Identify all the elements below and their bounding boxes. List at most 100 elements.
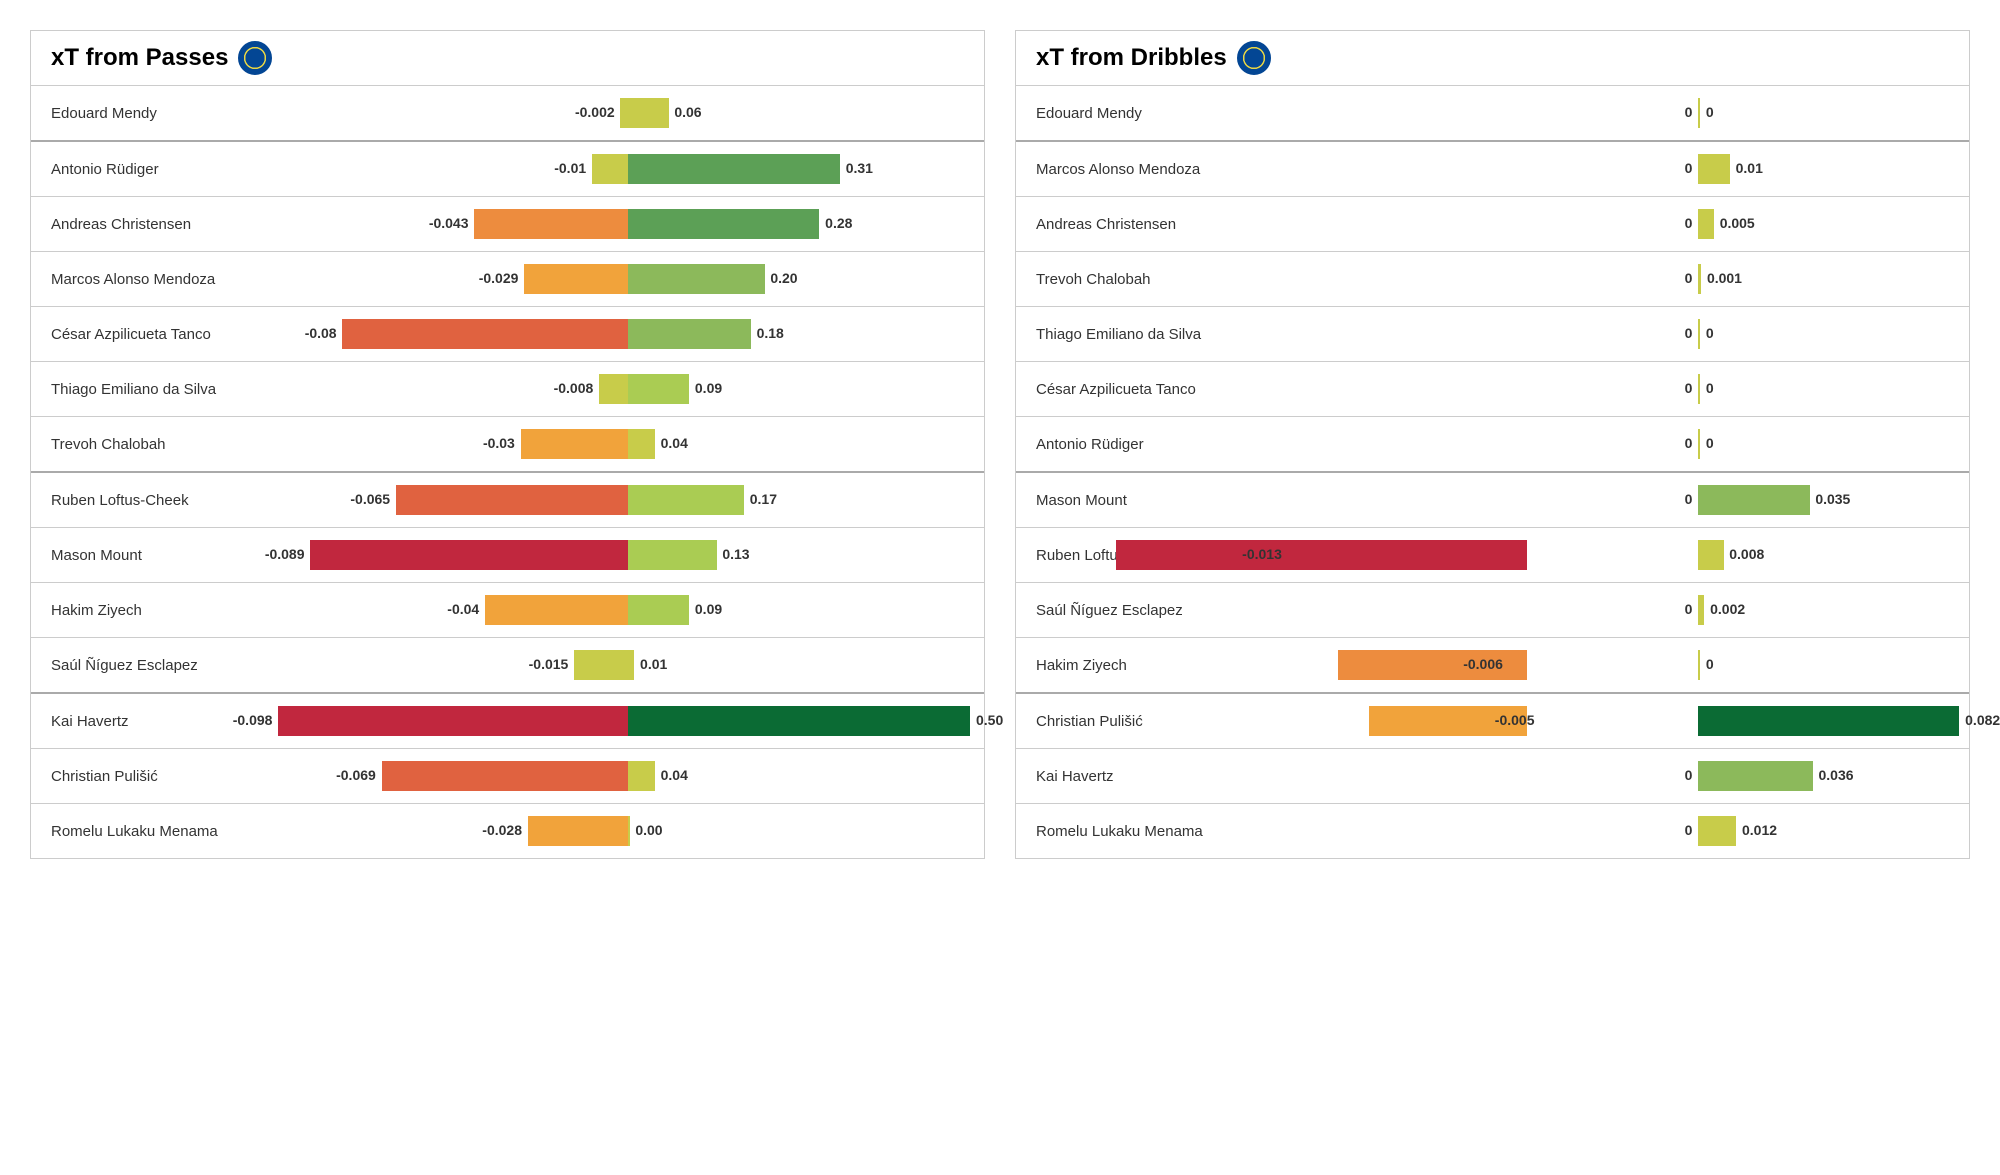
bar-negative (599, 374, 628, 404)
bar-area: -0.040.09 (271, 583, 984, 637)
value-negative: 0 (1685, 270, 1693, 286)
value-negative: 0 (1685, 104, 1693, 120)
player-row: Edouard Mendy00 (1016, 86, 1969, 142)
player-row: Trevoh Chalobah -0.03 0.04 (31, 417, 984, 473)
bar-negative (342, 319, 627, 349)
bar-area: -0.029 0.20 (271, 252, 984, 306)
bar-positive (628, 154, 841, 184)
value-positive: 0.04 (661, 435, 688, 451)
bar-area: -0.080.18 (271, 307, 984, 361)
player-row: Thiago Emiliano da Silva00 (1016, 307, 1969, 362)
player-row: Romelu Lukaku Menama00.012 (1016, 804, 1969, 858)
bar-positive (628, 761, 655, 791)
bar-area: -0.0080.09 (271, 362, 984, 416)
player-name: Saúl Ñíguez Esclapez (31, 657, 271, 674)
bar-negative (310, 540, 627, 570)
value-positive: 0.31 (846, 160, 873, 176)
value-positive: 0.001 (1707, 270, 1742, 286)
value-positive: 0.012 (1742, 822, 1777, 838)
bar-negative (521, 429, 628, 459)
value-negative: 0 (1685, 325, 1693, 341)
value-negative: -0.01 (554, 160, 586, 176)
bar-positive (628, 595, 690, 625)
player-row: Hakim Ziyech-0.0060 (1016, 638, 1969, 694)
bar-negative (396, 485, 628, 515)
player-name: Mason Mount (1016, 492, 1256, 509)
value-positive: 0.00 (635, 822, 662, 838)
player-name: Antonio Rüdiger (31, 161, 271, 178)
player-name: Christian Pulišić (1016, 713, 1256, 730)
bar-negative (1116, 540, 1526, 570)
value-positive: 0.008 (1729, 546, 1764, 562)
bar-positive (1698, 429, 1700, 459)
value-positive: 0.005 (1720, 215, 1755, 231)
chart-panel-0: xT from Passes Edouard Mendy-0.0020.06 Ant… (30, 30, 985, 859)
bar-positive (628, 485, 745, 515)
value-negative: 0 (1685, 160, 1693, 176)
value-negative: -0.006 (1463, 656, 1503, 672)
player-name: Trevoh Chalobah (31, 436, 271, 453)
player-name: Andreas Christensen (31, 216, 271, 233)
team-logo-icon (238, 41, 272, 75)
value-negative: -0.029 (479, 270, 519, 286)
panel-title: xT from Dribbles (1036, 44, 1227, 72)
bar-area: 00 (1256, 417, 1969, 471)
player-row: Antonio Rüdiger00 (1016, 417, 1969, 473)
player-name: Mason Mount (31, 547, 271, 564)
player-name: Andreas Christensen (1016, 216, 1256, 233)
bar-area: -0.0020.06 (271, 86, 984, 140)
player-name: Edouard Mendy (31, 105, 271, 122)
bar-positive (1698, 706, 1959, 736)
value-negative: -0.03 (483, 435, 515, 451)
value-negative: -0.028 (482, 822, 522, 838)
value-negative: -0.065 (350, 491, 390, 507)
value-negative: -0.08 (305, 325, 337, 341)
value-positive: 0.20 (770, 270, 797, 286)
bar-negative (278, 706, 627, 736)
bar-negative (528, 816, 628, 846)
player-name: Kai Havertz (1016, 768, 1256, 785)
bar-positive (628, 319, 751, 349)
value-negative: -0.013 (1242, 546, 1282, 562)
player-name: Antonio Rüdiger (1016, 436, 1256, 453)
value-negative: -0.098 (233, 712, 273, 728)
bar-negative (524, 264, 627, 294)
player-row: César Azpilicueta Tanco00 (1016, 362, 1969, 417)
bar-area: 0 0.002 (1256, 583, 1969, 637)
player-row: Saúl Ñíguez Esclapez00.002 (1016, 583, 1969, 638)
bar-area: 00.035 (1256, 473, 1969, 527)
value-positive: 0 (1706, 325, 1714, 341)
value-positive: 0.01 (1736, 160, 1763, 176)
bar-area: -0.0150.01 (271, 638, 984, 692)
bar-positive (1698, 595, 1704, 625)
bar-positive (1698, 319, 1700, 349)
bar-positive (628, 98, 669, 128)
panel-title: xT from Passes (51, 44, 228, 72)
player-row: Andreas Christensen-0.0430.28 (31, 197, 984, 252)
value-positive: 0.002 (1710, 601, 1745, 617)
bar-area: -0.0060 (1256, 638, 1969, 692)
bar-positive (1698, 209, 1714, 239)
player-row: Marcos Alonso Mendoza-0.0290.20 (31, 252, 984, 307)
value-positive: 0 (1706, 435, 1714, 451)
player-row: Kai Havertz00.036 (1016, 749, 1969, 804)
player-name: Christian Pulišić (31, 768, 271, 785)
bar-positive (1698, 485, 1810, 515)
value-positive: 0.09 (695, 380, 722, 396)
player-name: César Azpilicueta Tanco (31, 326, 271, 343)
value-negative: 0 (1685, 380, 1693, 396)
bar-negative (382, 761, 628, 791)
value-negative: -0.089 (265, 546, 305, 562)
value-negative: 0 (1685, 601, 1693, 617)
bar-area: 0 0.001 (1256, 252, 1969, 306)
value-positive: 0.09 (695, 601, 722, 617)
player-row: César Azpilicueta Tanco-0.080.18 (31, 307, 984, 362)
bar-area: 00.012 (1256, 804, 1969, 858)
player-row: Thiago Emiliano da Silva-0.0080.09 (31, 362, 984, 417)
value-positive: 0.036 (1819, 767, 1854, 783)
value-positive: 0.17 (750, 491, 777, 507)
player-name: Romelu Lukaku Menama (1016, 823, 1256, 840)
bar-area: 00 (1256, 307, 1969, 361)
bar-positive (1698, 264, 1701, 294)
player-row: Ruben Loftus-Cheek-0.0130.008 (1016, 528, 1969, 583)
